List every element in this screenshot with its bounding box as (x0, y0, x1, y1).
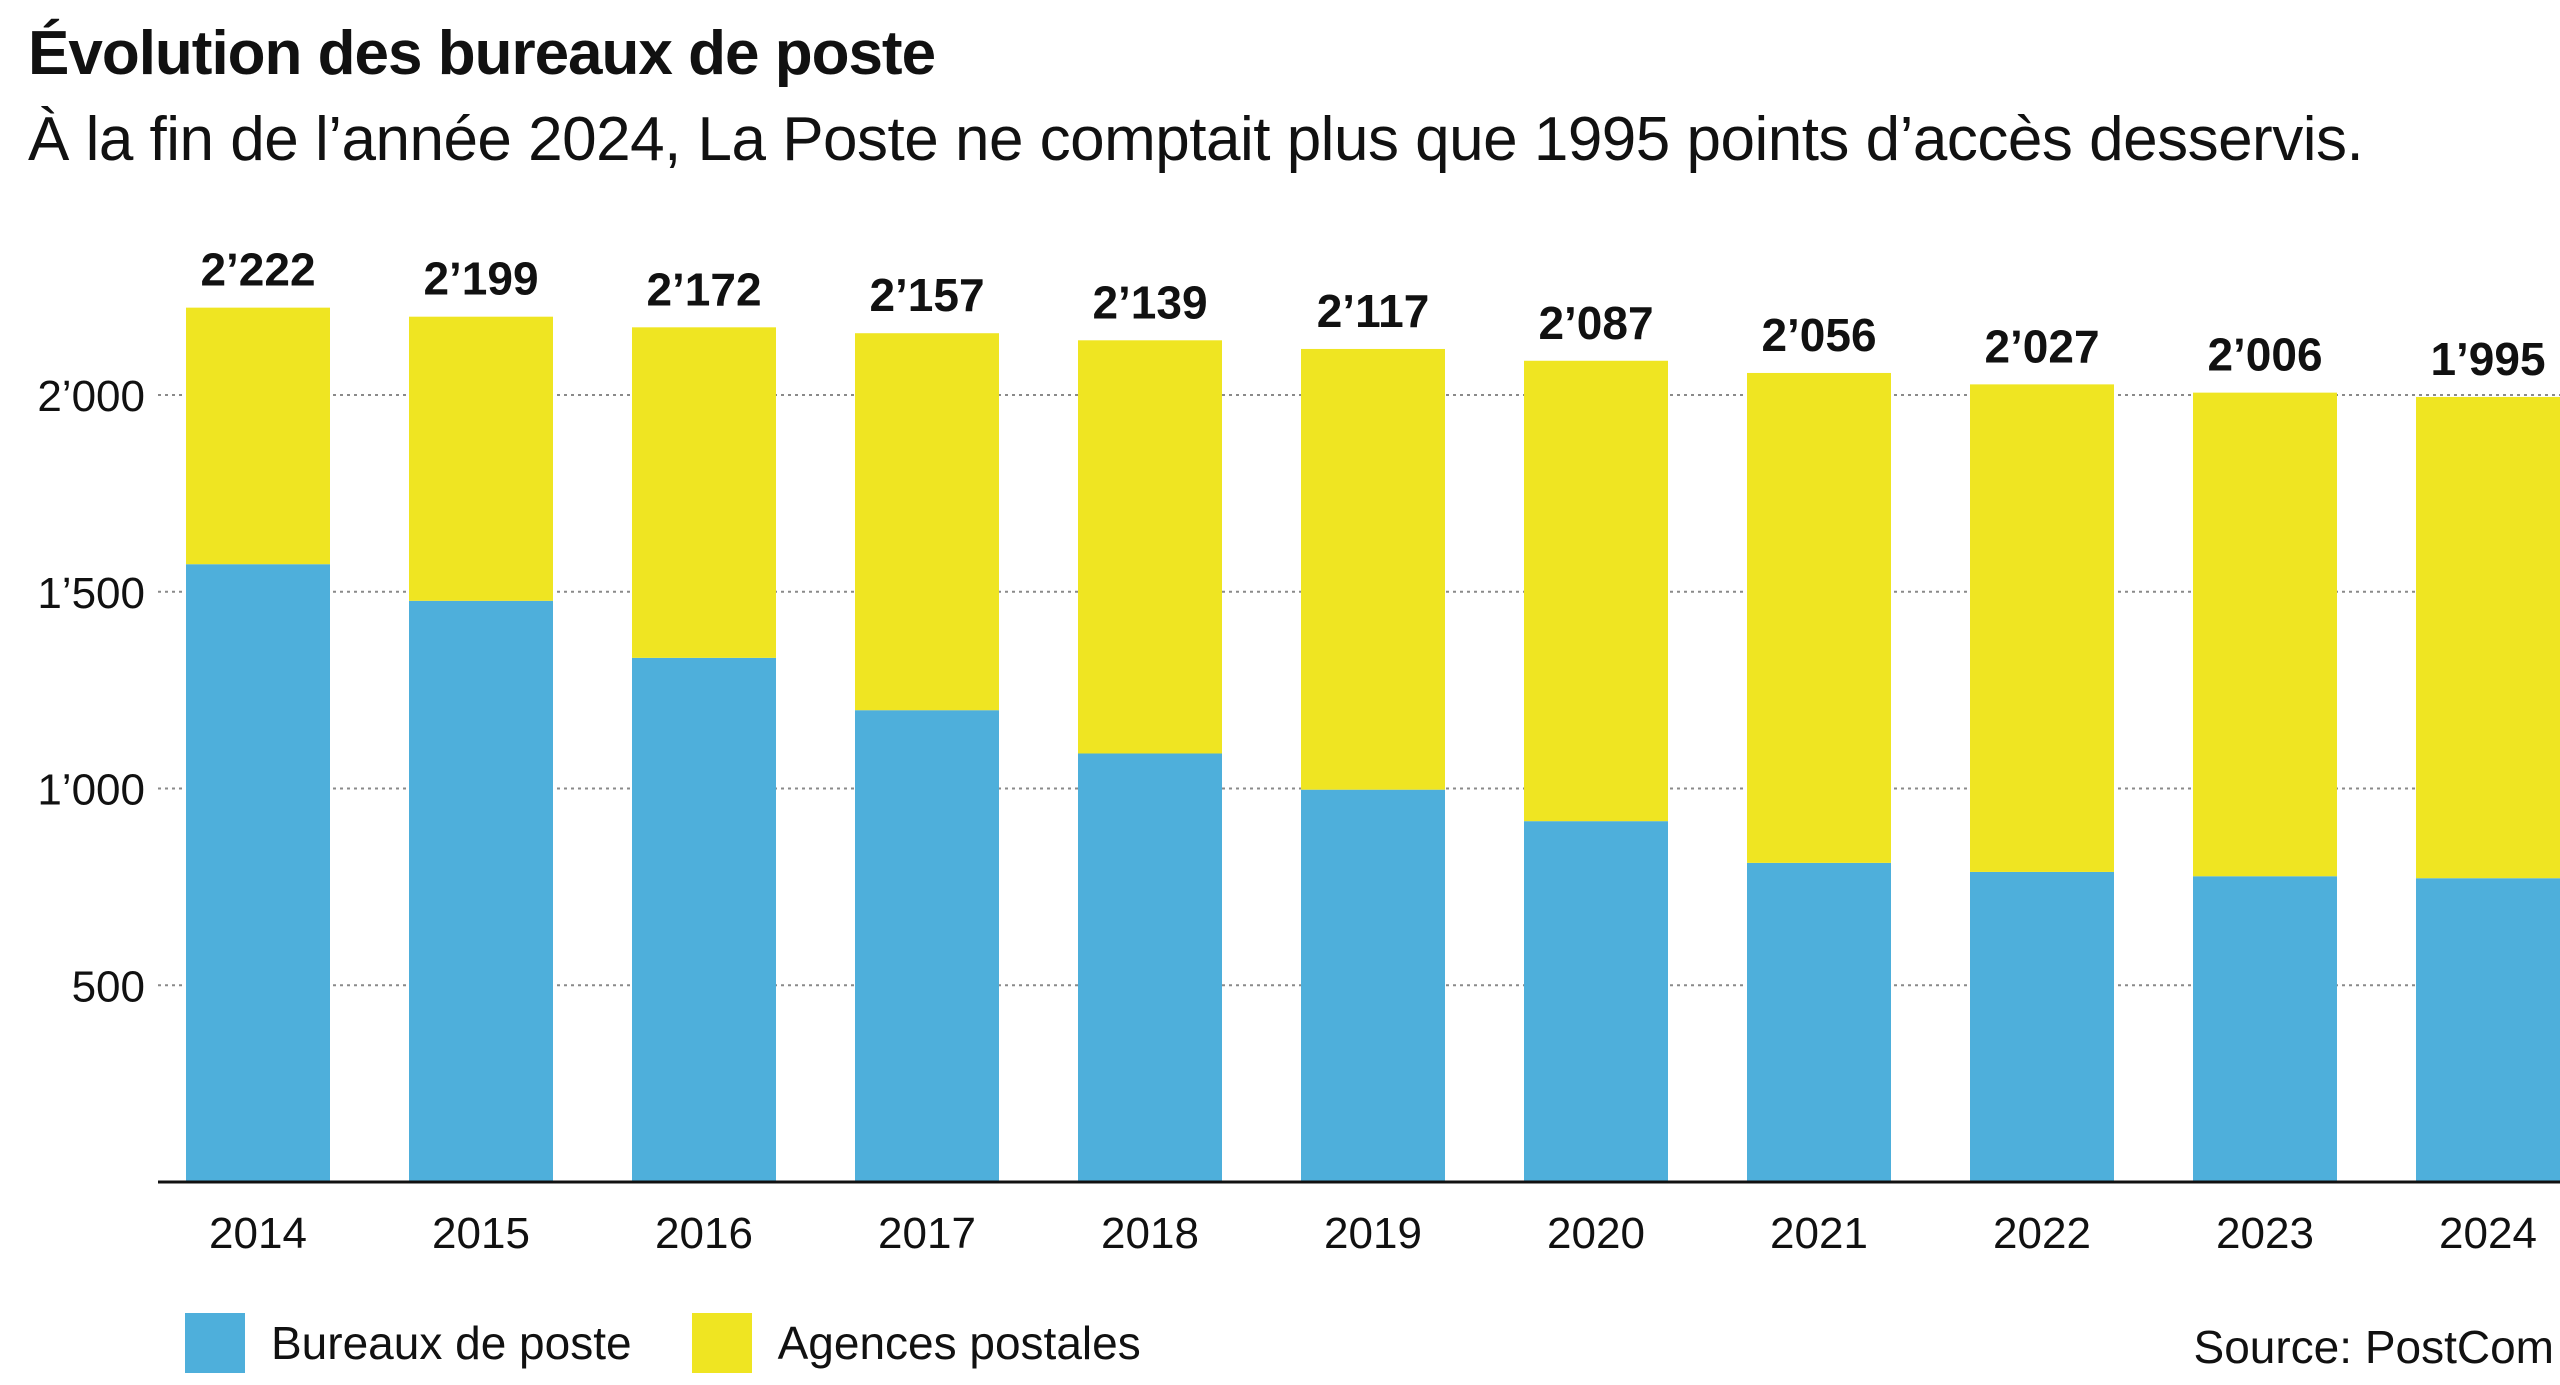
legend-label-agences: Agences postales (777, 1317, 1141, 1369)
x-tick-label: 2023 (2216, 1209, 2314, 1258)
legend-label-bureaux: Bureaux de poste (271, 1317, 632, 1369)
x-tick-label: 2016 (655, 1209, 753, 1258)
total-label: 2’006 (2207, 329, 2322, 381)
x-tick-label: 2015 (432, 1209, 530, 1258)
total-label: 2’139 (1092, 276, 1207, 328)
legend-item-bureaux: Bureaux de poste (185, 1313, 632, 1373)
stacked-bar-chart: 500 1’000 1’500 2’000 2’222 2014 2’199 2015 2’17… (37, 244, 2560, 1258)
legend-swatch-bureaux (185, 1313, 245, 1373)
bar-agences (1301, 348, 1445, 790)
x-tick-label: 2019 (1324, 1209, 1422, 1258)
total-label: 2’087 (1538, 297, 1653, 349)
bar-bureaux (1078, 753, 1222, 1182)
bar-agences (855, 333, 999, 711)
y-tick-label: 2’000 (37, 372, 145, 421)
y-tick-label: 500 (72, 962, 145, 1011)
bar-agences (1524, 360, 1668, 822)
legend: Bureaux de poste Agences postales (185, 1313, 1201, 1373)
bar-agences (409, 316, 553, 601)
total-label: 2’199 (423, 253, 538, 305)
y-tick-label: 1’000 (37, 766, 145, 815)
x-tick-label: 2014 (209, 1209, 307, 1258)
bar-agences (2193, 392, 2337, 877)
total-label: 2’027 (1984, 320, 2099, 372)
x-tick-label: 2022 (1993, 1209, 2091, 1258)
bar-agences (2416, 396, 2560, 879)
source-note: Source: PostCom (2193, 1321, 2554, 1373)
x-tick-label: 2017 (878, 1209, 976, 1258)
legend-swatch-agences (691, 1313, 752, 1373)
bar-bureaux (186, 564, 330, 1182)
bar-bureaux (409, 600, 553, 1182)
bar-bureaux (855, 710, 999, 1182)
bar-agences (1970, 384, 2114, 872)
bar-bureaux (2193, 876, 2337, 1182)
bar-bureaux (2416, 878, 2560, 1182)
total-label: 2’172 (646, 263, 761, 315)
x-tick-label: 2021 (1770, 1209, 1868, 1258)
x-tick-label: 2024 (2439, 1209, 2537, 1258)
bar-agences (186, 307, 330, 565)
total-label: 2’117 (1317, 285, 1430, 337)
bar-bureaux (1970, 871, 2114, 1182)
total-label: 2’157 (869, 269, 984, 321)
bar-agences (632, 327, 776, 658)
chart-title: Évolution des bureaux de poste (28, 19, 936, 88)
bar-agences (1078, 340, 1222, 754)
total-label: 2’222 (200, 244, 315, 296)
chart-subtitle: À la fin de l’année 2024, La Poste ne co… (28, 105, 2364, 174)
x-tick-label: 2018 (1101, 1209, 1199, 1258)
bar-bureaux (1747, 862, 1891, 1182)
total-label: 1’995 (2430, 333, 2545, 385)
legend-item-agences: Agences postales (691, 1313, 1141, 1373)
bar-bureaux (632, 657, 776, 1182)
bar-agences (1747, 372, 1891, 863)
bar-bureaux (1524, 821, 1668, 1182)
total-label: 2’056 (1761, 309, 1876, 361)
x-tick-label: 2020 (1547, 1209, 1645, 1258)
bar-bureaux (1301, 789, 1445, 1182)
y-tick-label: 1’500 (37, 569, 145, 618)
